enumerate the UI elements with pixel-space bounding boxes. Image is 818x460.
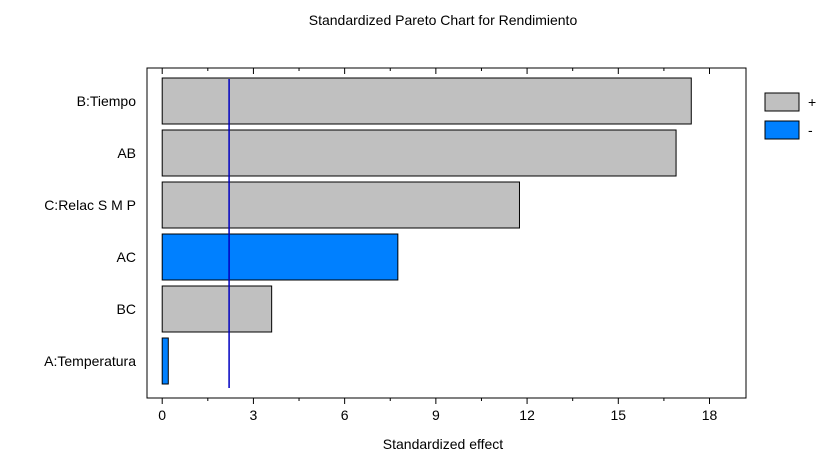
x-tick-label-3: 9	[432, 407, 440, 423]
y-axis-categories: B:Tiempo AB C:Relac S M P AC BC A:Temperatura	[44, 93, 136, 369]
legend-label-0: +	[808, 94, 816, 110]
bar-4	[161, 285, 273, 333]
bar-1	[161, 129, 677, 177]
x-axis-ticks: 0 3 6 9 12 15 18	[158, 68, 718, 423]
category-label-0: B:Tiempo	[77, 93, 137, 109]
legend-swatch-0	[764, 92, 800, 112]
x-tick-label-5: 15	[611, 407, 627, 423]
legend-swatch-1	[764, 120, 800, 140]
chart-title: Standardized Pareto Chart for Rendimient…	[309, 12, 578, 28]
legend-label-1: -	[808, 122, 813, 138]
category-label-4: BC	[117, 301, 136, 317]
x-tick-label-0: 0	[158, 407, 166, 423]
bar-2	[161, 181, 520, 229]
category-label-5: A:Temperatura	[44, 353, 136, 369]
bar-3	[161, 233, 399, 281]
x-tick-label-1: 3	[250, 407, 258, 423]
x-axis-label: Standardized effect	[383, 436, 503, 452]
x-tick-label-4: 12	[519, 407, 535, 423]
category-label-1: AB	[117, 145, 136, 161]
bars-layer	[161, 77, 692, 385]
legend: +-	[764, 92, 816, 140]
bar-0	[161, 77, 692, 125]
category-label-3: AC	[117, 249, 136, 265]
category-label-2: C:Relac S M P	[44, 197, 136, 213]
x-tick-label-2: 6	[341, 407, 349, 423]
bar-5	[161, 337, 169, 385]
plot-frame	[146, 67, 747, 399]
x-tick-label-6: 18	[702, 407, 718, 423]
